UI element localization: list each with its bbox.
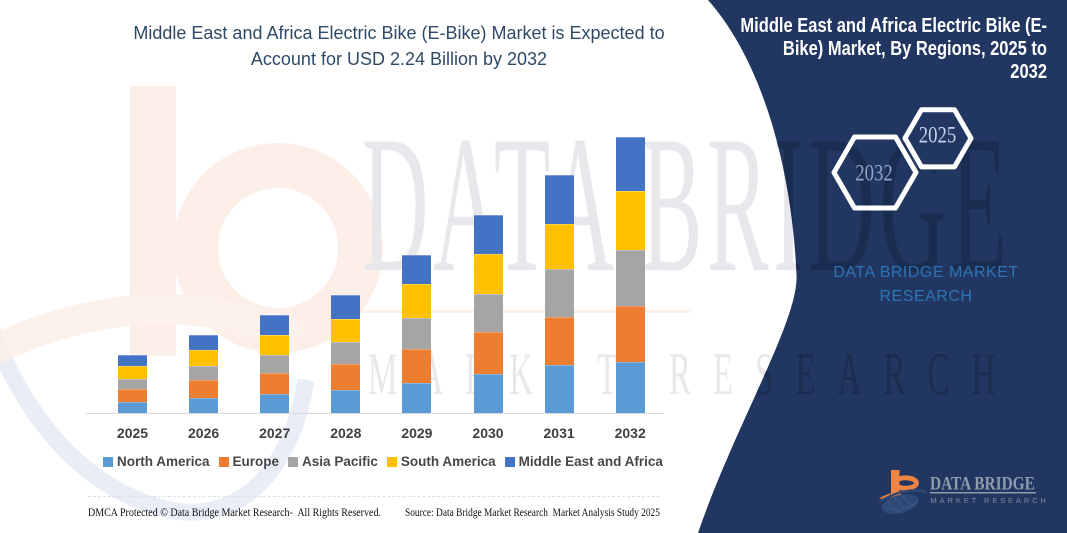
svg-text:DATA BRIDGE: DATA BRIDGE [930,473,1035,494]
svg-text:2032: 2032 [855,160,893,187]
svg-text:MARKET RESEARCH: MARKET RESEARCH [368,342,1017,408]
svg-text:2025: 2025 [919,122,957,149]
svg-text:MARKET RESEARCH: MARKET RESEARCH [931,496,1049,505]
svg-text:DATA BRIDGE: DATA BRIDGE [362,97,1007,313]
